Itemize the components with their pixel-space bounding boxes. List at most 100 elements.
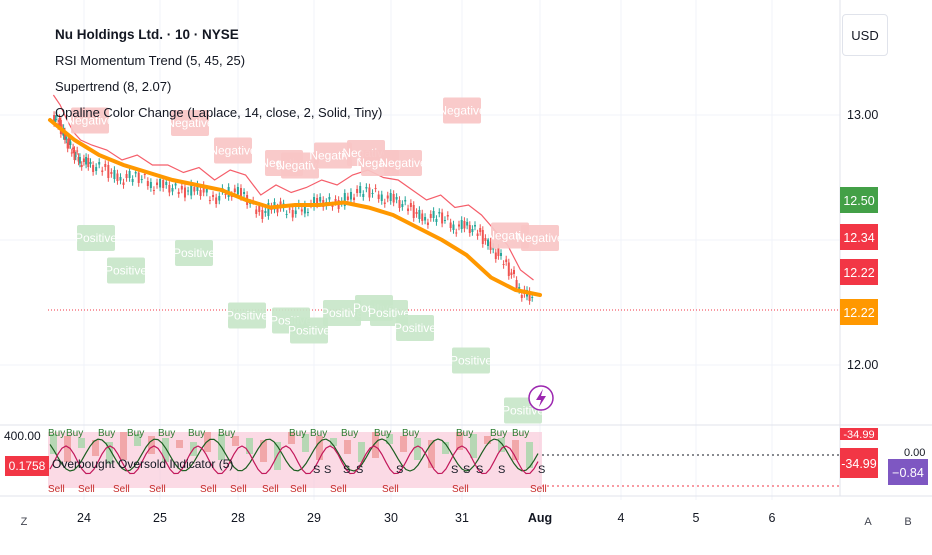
- osc-bar: [456, 432, 463, 450]
- candle-body: [70, 152, 73, 154]
- sell-label: Sell: [382, 484, 399, 495]
- candle-body: [190, 183, 193, 196]
- candle-body: [80, 165, 83, 167]
- time-tick-label: Aug: [528, 511, 552, 525]
- candle-body: [249, 203, 252, 204]
- candle-body: [122, 182, 125, 185]
- chart-legend: Nu Holdings Ltd. · 10 · NYSE RSI Momentu…: [55, 22, 382, 126]
- positive-label: Positive: [173, 240, 215, 266]
- negative-label: Negative: [276, 152, 324, 179]
- candle-body: [110, 172, 113, 174]
- price-badge: 12.22: [840, 259, 878, 285]
- osc-bar: [106, 442, 113, 464]
- buy-label: Buy: [490, 428, 507, 439]
- timezone-button[interactable]: Z: [20, 516, 28, 528]
- candle-body: [365, 187, 368, 189]
- candle-body: [146, 181, 149, 186]
- buy-label: Buy: [48, 428, 65, 439]
- candle-body: [374, 188, 377, 189]
- label-text: Positive: [226, 309, 268, 323]
- currency-button[interactable]: USD: [842, 14, 888, 56]
- candle-body: [426, 222, 429, 225]
- candle-body: [76, 150, 79, 152]
- scale-b-button[interactable]: B: [904, 516, 912, 528]
- candle-body: [502, 264, 505, 265]
- s-label: S: [498, 464, 505, 476]
- candle-body: [531, 297, 534, 298]
- osc-bar: [344, 440, 351, 454]
- candle-body: [171, 188, 174, 192]
- candle-body: [73, 150, 76, 160]
- osc-bar: [386, 434, 393, 444]
- indicator-rsi-momentum[interactable]: RSI Momentum Trend (5, 45, 25): [55, 53, 246, 68]
- label-text: Negative: [166, 116, 214, 130]
- sell-label: Sell: [113, 484, 130, 495]
- candle-body: [89, 162, 92, 164]
- buy-label: Buy: [218, 428, 235, 439]
- price-badge-box: [840, 259, 878, 285]
- time-tick-label: 28: [231, 511, 245, 525]
- osc-bar: [526, 442, 533, 468]
- osc-bar: [134, 434, 141, 446]
- candle-body: [479, 228, 482, 232]
- label-box: [443, 97, 481, 124]
- osc-bar: [50, 434, 57, 454]
- candle-body: [389, 193, 392, 201]
- candle-body: [267, 203, 270, 216]
- positive-label: Positive: [288, 317, 330, 344]
- indicator-supertrend[interactable]: Supertrend (8, 2.07): [55, 79, 172, 94]
- candle-body: [224, 194, 227, 195]
- price-tick-label: 13.00: [847, 108, 878, 122]
- label-box: [281, 152, 319, 179]
- osc-left-value: 400.00: [4, 429, 41, 443]
- candle-body: [441, 212, 444, 224]
- negative-label: Negative: [166, 110, 214, 136]
- label-box: [452, 347, 490, 374]
- candle-body: [316, 198, 319, 205]
- candle-body: [343, 193, 346, 206]
- s-label: S: [463, 464, 470, 476]
- osc-bar: [232, 436, 239, 446]
- osc-bar: [64, 436, 71, 462]
- label-text: Negative: [276, 159, 324, 173]
- osc-bar: [246, 438, 253, 454]
- sell-label: Sell: [452, 484, 469, 495]
- sell-label: Sell: [78, 484, 95, 495]
- price-badge-box: [840, 187, 878, 213]
- time-tick-label: 5: [693, 511, 700, 525]
- label-box: [77, 225, 115, 251]
- osc-far-right-top: 0.00: [904, 447, 925, 459]
- candle-body: [515, 280, 518, 288]
- auto-scale-button[interactable]: A: [864, 516, 872, 528]
- candle-body: [140, 179, 143, 180]
- oscillator-legend[interactable]: Overbought Oversold Indicator (5): [52, 457, 234, 471]
- label-box: [71, 107, 109, 134]
- candle-body: [371, 193, 374, 194]
- candle-body: [449, 222, 452, 228]
- candle-body: [196, 184, 199, 191]
- candle-body: [328, 197, 331, 200]
- osc-bar: [498, 438, 505, 452]
- osc-bar: [484, 436, 491, 444]
- candle-body: [443, 220, 446, 221]
- symbol-title[interactable]: Nu Holdings Ltd. · 10 · NYSE: [55, 27, 239, 42]
- candle-body: [205, 189, 208, 193]
- osc-bar: [162, 438, 169, 462]
- osc-left-badge: 0.1758: [9, 459, 46, 473]
- label-box: [175, 240, 213, 266]
- candle-body: [261, 210, 264, 219]
- indicator-opaline[interactable]: Opaline Color Change (Laplace, 14, close…: [55, 105, 383, 120]
- osc-right-badge-top-box: [840, 428, 878, 440]
- buy-label: Buy: [512, 428, 529, 439]
- candle-body: [101, 170, 104, 172]
- candle-body: [455, 232, 458, 234]
- candle-body: [412, 205, 415, 218]
- candle-body: [128, 171, 131, 178]
- buy-label: Buy: [310, 428, 327, 439]
- candle-body: [435, 219, 438, 222]
- buy-label: Buy: [158, 428, 175, 439]
- price-badge: 12.50: [840, 187, 878, 213]
- candle-body: [74, 155, 77, 157]
